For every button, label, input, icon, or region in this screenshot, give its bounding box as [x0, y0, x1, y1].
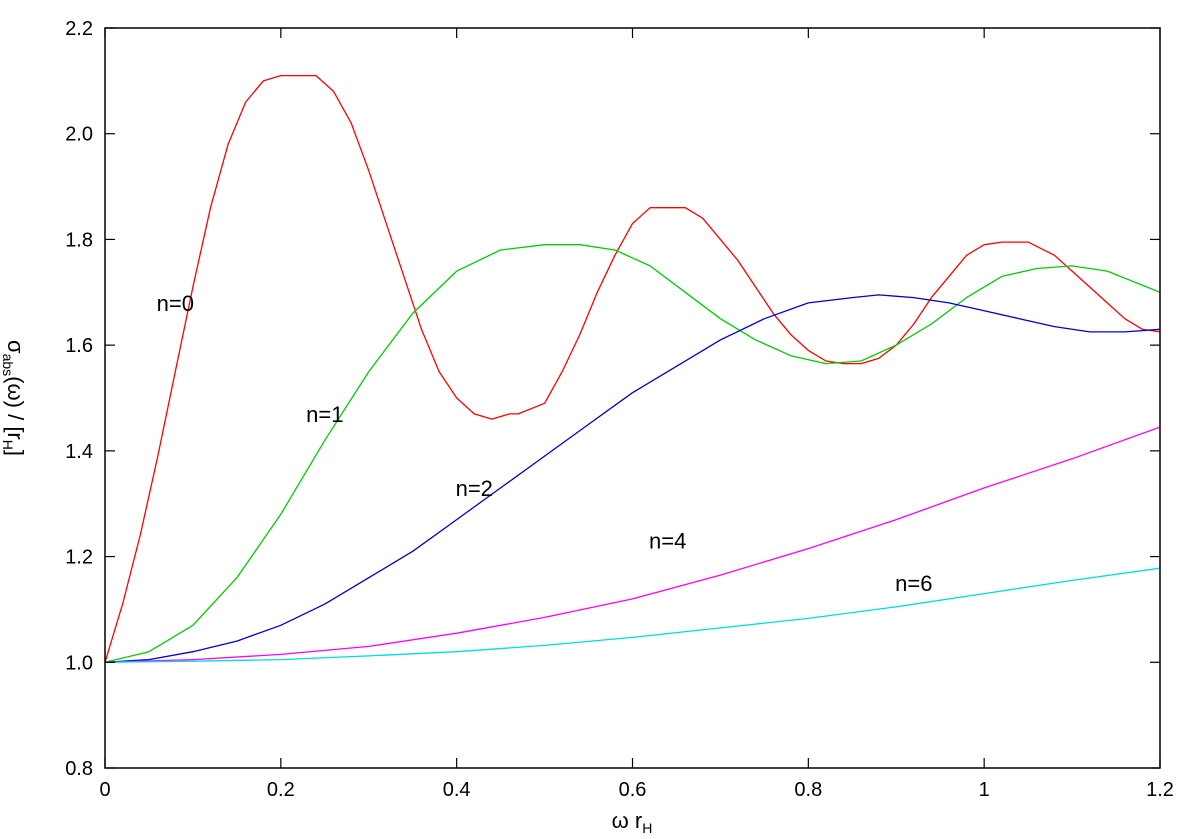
x-axis-label: ω rH	[612, 808, 653, 836]
x-tick-label: 0	[99, 779, 110, 801]
series-line-n1	[104, 244, 1161, 663]
y-tick-label: 1.0	[65, 652, 93, 674]
series-line-n4	[104, 426, 1161, 663]
y-axis-label-main: σ	[3, 340, 28, 354]
y-tick-label: 2.0	[65, 124, 93, 146]
x-tick-label: 0.4	[443, 779, 471, 801]
ticks-layer: 0 0.2 0.4 0.6 0.8 1 1.2 0.8 1.0 1.2 1.4 1.6 1.8 2.0 2.…	[65, 18, 1174, 801]
x-axis-label-sub: H	[642, 820, 652, 836]
y-tick-label: 1.8	[65, 229, 93, 251]
series-label-n4: n=4	[649, 529, 686, 554]
x-tick-label: 1	[979, 779, 990, 801]
x-tick-label: 0.6	[619, 779, 647, 801]
y-axis-label-suffix: (ω) / [r	[3, 376, 28, 440]
series-line-n0	[104, 74, 1161, 663]
series-label-n1: n=1	[306, 402, 343, 427]
x-tick-label: 1.2	[1146, 779, 1174, 801]
series-line-n6	[104, 567, 1161, 663]
labels-layer: n=0 n=1 n=2 n=4 n=6	[157, 291, 933, 596]
series-label-n0: n=0	[157, 291, 194, 316]
series-layer	[104, 74, 1161, 663]
y-tick-label: 0.8	[65, 758, 93, 780]
y-tick-label: 1.2	[65, 547, 93, 569]
x-tick-label: 0.8	[794, 779, 822, 801]
y-tick-label: 2.2	[65, 18, 93, 40]
y-axis-label-sub: abs	[0, 354, 16, 377]
x-tick-label: 0.2	[267, 779, 295, 801]
y-axis-label-suffix-end: ]	[3, 450, 28, 456]
y-tick-label: 1.4	[65, 441, 93, 463]
y-axis-label-suffix-sub: H	[0, 440, 16, 450]
plot-frame	[104, 27, 1161, 769]
series-label-n2: n=2	[456, 476, 493, 501]
y-tick-label: 1.6	[65, 335, 93, 357]
y-axis-label: σabs(ω) / [rH]	[0, 340, 28, 456]
axes-layer	[104, 27, 1161, 769]
series-label-n6: n=6	[895, 571, 932, 596]
series-line-n2	[104, 294, 1161, 663]
x-axis-label-main: ω r	[612, 808, 643, 833]
